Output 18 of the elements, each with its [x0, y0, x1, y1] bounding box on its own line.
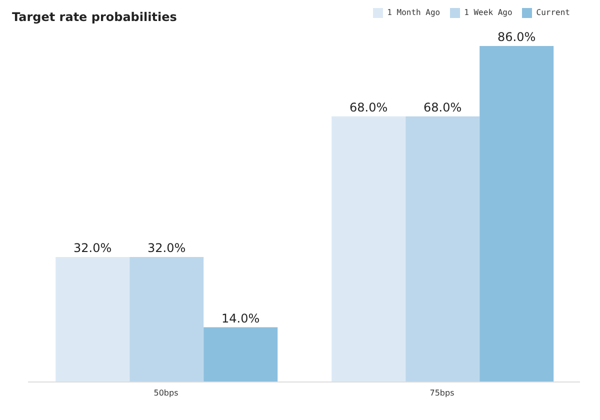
legend-label: Current [536, 8, 570, 18]
legend-label: 1 Month Ago [387, 8, 440, 18]
data-label: 32.0% [74, 240, 112, 255]
bar [406, 116, 480, 382]
bar [56, 256, 130, 382]
data-label: 68.0% [424, 100, 462, 114]
data-label: 14.0% [222, 311, 260, 326]
bar [332, 116, 406, 382]
chart-title: Target rate probabilities [12, 10, 177, 24]
bar [130, 256, 204, 382]
legend-label: 1 Week Ago [464, 8, 512, 18]
data-label: 32.0% [148, 240, 186, 255]
bar [204, 327, 278, 382]
bar [480, 46, 554, 382]
x-tick-label: 75bps [430, 388, 454, 398]
data-label: 86.0% [498, 30, 536, 44]
data-label: 68.0% [350, 100, 388, 114]
x-tick-label: 50bps [154, 388, 178, 398]
